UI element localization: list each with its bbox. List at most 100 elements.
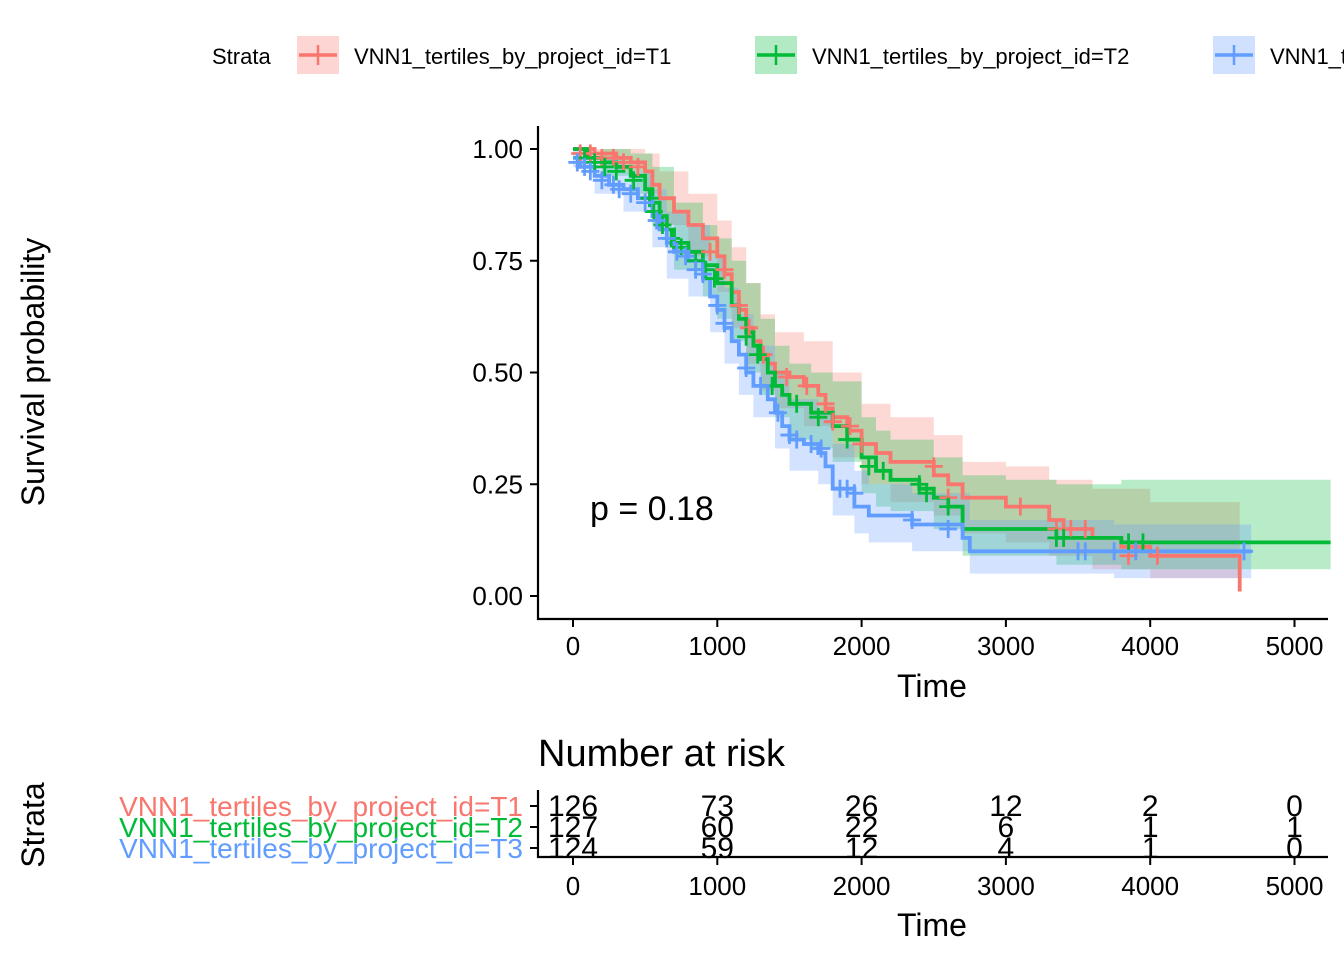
survival-plot: 0.00 0.25 0.50 0.75 1.00 0 1000 2000 3000 4000 50… [15,126,1331,704]
legend-entry-t2: VNN1_tertiles_by_project_id=T2 [755,36,1129,74]
censor-marks [568,144,1253,565]
censor-mark-t3 [715,314,734,333]
censor-mark-t1 [1076,519,1095,538]
censor-mark-t2 [585,153,604,172]
risk-count-t1: 126 [548,790,598,823]
risk-count-t2: 60 [701,811,734,844]
censor-mark-t1 [1148,546,1167,565]
censor-mark-t3 [751,376,770,395]
censor-mark-t1 [852,435,871,454]
survival-curve-t1 [573,147,1242,592]
censor-mark-t3 [693,265,712,284]
legend-label-t1: VNN1_tertiles_by_project_id=T1 [354,44,671,69]
censor-mark-t1 [729,296,748,315]
risk-count-t2: 127 [548,811,598,844]
censor-mark-t3 [610,180,629,199]
risk-count-t3: 4 [998,832,1015,865]
censor-mark-t3 [621,184,640,203]
x-tick-label: 3000 [977,631,1035,661]
censor-mark-t2 [748,345,767,364]
censor-mark-t2 [672,238,691,257]
x-tick-label: 2000 [833,631,891,661]
censor-mark-t1 [816,394,835,413]
censor-mark-t3 [1234,542,1253,561]
risk-x-axis-ticks: 0 1000 2000 3000 4000 5000 [566,857,1324,901]
x-tick-label: 5000 [1266,631,1324,661]
y-tick-label: 0.75 [472,246,523,276]
censor-mark-t3 [903,511,922,530]
censor-mark-t2 [838,430,857,449]
censor-mark-t1 [841,417,860,436]
risk-x-axis-label: Time [897,907,967,943]
legend-title: Strata [212,44,271,69]
censor-mark-t1 [777,367,796,386]
risk-x-tick-label: 5000 [1266,871,1324,901]
censor-mark-t2 [874,461,893,480]
censor-mark-t3 [592,171,611,190]
risk-count-t3: 1 [1142,832,1159,865]
censor-mark-t1 [797,376,816,395]
censor-mark-t1 [701,242,720,261]
confidence-band-t1 [573,149,1240,583]
risk-table: Number at risk VNN1_tertiles_by_project_… [15,733,1328,943]
censor-mark-t2 [1054,528,1073,547]
y-axis-ticks: 0.00 0.25 0.50 0.75 1.00 [472,134,538,611]
censor-mark-t1 [604,148,623,167]
risk-count-t1: 0 [1286,790,1303,823]
censor-mark-t3 [708,296,727,315]
censor-mark-t1 [1011,497,1030,516]
censor-mark-t1 [924,457,943,476]
risk-x-tick-label: 4000 [1121,871,1179,901]
risk-count-t2: 1 [1142,811,1159,844]
censor-mark-t2 [705,269,724,288]
risk-count-t2: 1 [1286,811,1303,844]
risk-count-t3: 0 [1286,832,1303,865]
p-value-annotation: p = 0.18 [590,490,714,528]
risk-count-t2: 22 [845,811,878,844]
censor-mark-t3 [802,435,821,454]
censor-mark-t2 [939,497,958,516]
censor-mark-t3 [636,193,655,212]
censor-mark-t2 [859,457,878,476]
x-tick-label: 1000 [688,631,746,661]
risk-count-t1: 73 [701,790,734,823]
censor-mark-t3 [1126,542,1145,561]
x-axis-label: Time [897,668,967,704]
y-tick-label: 1.00 [472,134,523,164]
legend: Strata VNN1_tertiles_by_project_id=T1 VN… [212,36,1344,74]
y-tick-label: 0.50 [472,358,523,388]
x-tick-label: 0 [566,631,580,661]
risk-row-label-t2: VNN1_tertiles_by_project_id=T2 [119,812,523,843]
risk-x-tick-label: 2000 [833,871,891,901]
risk-y-axis-label: Strata [15,782,51,868]
censor-mark-t3 [737,359,756,378]
risk-row-label-t1: VNN1_tertiles_by_project_id=T1 [119,791,523,822]
censor-mark-t3 [581,162,600,181]
x-axis-ticks: 0 1000 2000 3000 4000 5000 [566,619,1324,661]
censor-mark-t2 [809,408,828,427]
legend-label-t3: VNN1_tertiles_by_project_id=T3 [1270,44,1344,69]
censor-mark-t2 [644,202,663,221]
censor-mark-t2 [607,162,626,181]
censor-mark-t1 [715,260,734,279]
y-tick-label: 0.00 [472,581,523,611]
censor-mark-t2 [737,327,756,346]
censor-mark-t3 [657,229,676,248]
censor-mark-t1 [628,157,647,176]
risk-count-t1: 12 [989,790,1022,823]
censor-mark-t3 [812,439,831,458]
censor-mark-t3 [1076,542,1095,561]
censor-mark-t2 [624,171,643,190]
censor-mark-t2 [917,484,936,503]
risk-table-title: Number at risk [538,733,786,775]
censor-mark-t3 [768,403,787,422]
risk-count-t1: 26 [845,790,878,823]
legend-entry-t3: VNN1_tertiles_by_project_id=T3 [1213,36,1344,74]
censor-mark-t2 [640,189,659,208]
confidence-band-t3 [573,149,1252,579]
censor-mark-t3 [1105,542,1124,561]
risk-count-t2: 6 [998,811,1015,844]
censor-mark-t3 [676,247,695,266]
risk-count-t1: 2 [1142,790,1159,823]
